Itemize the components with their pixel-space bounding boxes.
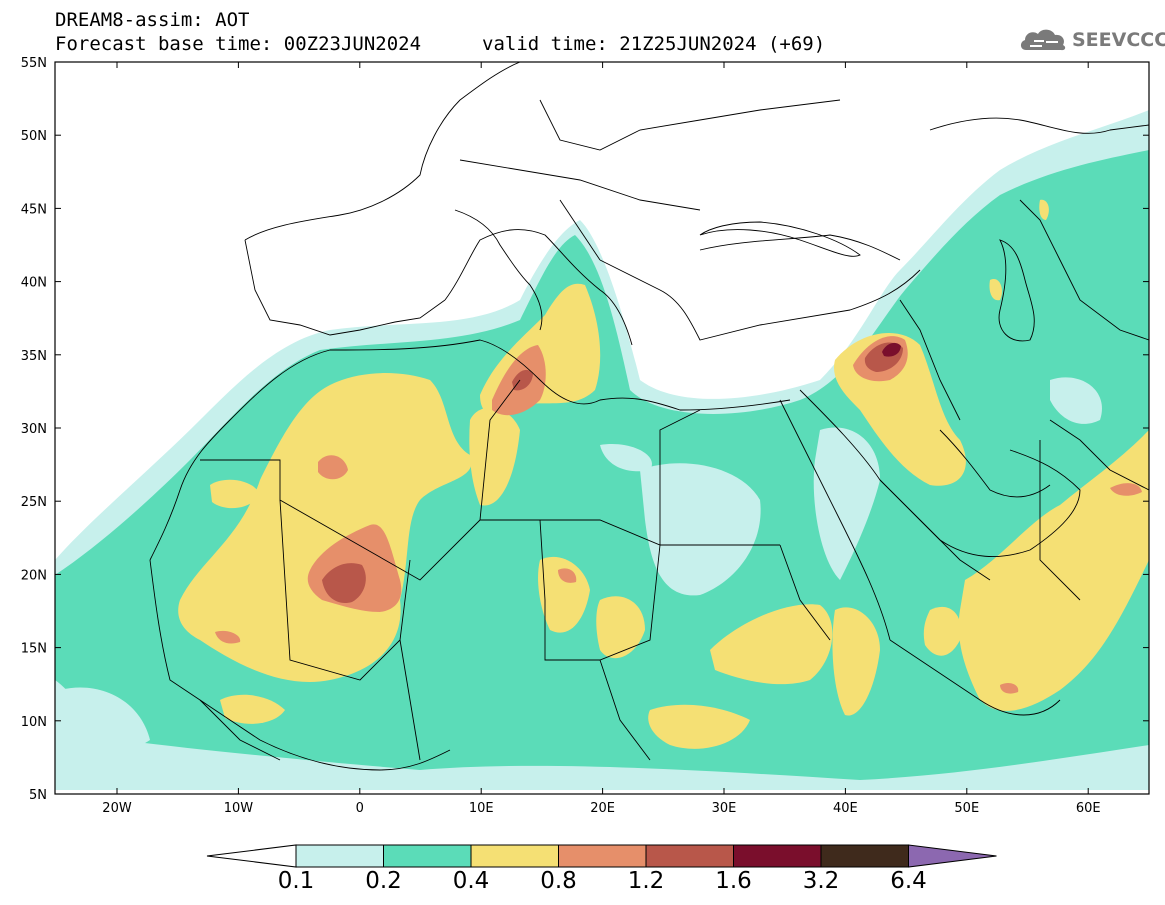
aot-band-0.4 bbox=[178, 373, 472, 682]
valid-time: valid time: 21Z25JUN2024 (+69) bbox=[482, 33, 826, 55]
lat-label: 40N bbox=[21, 276, 47, 291]
aot-field bbox=[55, 62, 1149, 794]
colorbar-label: 6.4 bbox=[890, 868, 927, 894]
forecast-base-time: Forecast base time: 00Z23JUN2024 bbox=[55, 33, 422, 55]
colorbar-box bbox=[645, 844, 734, 868]
colorbar-label: 1.6 bbox=[715, 868, 752, 894]
aot-band-0.4 bbox=[596, 596, 645, 659]
aot-patch-0.1 bbox=[640, 463, 761, 596]
lat-label: 45N bbox=[21, 202, 47, 217]
aot-band-0.4 bbox=[989, 279, 1002, 301]
aot-band-0.4 bbox=[1039, 199, 1049, 220]
aot-band-1.6 bbox=[882, 342, 901, 357]
aot-band-0.8 bbox=[215, 630, 241, 644]
lon-label: 10W bbox=[224, 801, 254, 816]
lat-label: 10N bbox=[21, 715, 47, 730]
aot-band-0.8 bbox=[318, 455, 348, 480]
logo-text: SEEVCCC bbox=[1072, 29, 1165, 51]
aot-band-0.4 bbox=[469, 407, 520, 506]
aot-patch-0.1 bbox=[60, 687, 150, 754]
aot-band-0.4 bbox=[832, 607, 880, 716]
lat-label: 15N bbox=[21, 642, 47, 657]
colorbar bbox=[206, 844, 997, 868]
colorbar-label: 0.2 bbox=[365, 868, 402, 894]
aot-patch-0.1 bbox=[1050, 377, 1102, 424]
lon-label: 30E bbox=[712, 801, 737, 816]
colorbar-label: 3.2 bbox=[802, 868, 840, 894]
colorbar-box bbox=[295, 844, 384, 868]
lon-label: 10E bbox=[469, 801, 494, 816]
aot-band-0.8 bbox=[558, 568, 577, 583]
lon-label: 40E bbox=[833, 801, 858, 816]
lat-label: 20N bbox=[21, 568, 47, 583]
latitude-axis: 55N 50N 45N 40N 35N 30N 25N 20N 15N 10N 5N bbox=[21, 56, 1149, 803]
aot-patch-0.1 bbox=[600, 444, 652, 472]
aot-band-0.8 bbox=[1110, 483, 1142, 496]
colorbar-label: 0.1 bbox=[277, 868, 315, 894]
lon-label: 20W bbox=[102, 801, 132, 816]
aot-band-0.4 bbox=[538, 556, 590, 633]
aot-band-0.4 bbox=[220, 694, 285, 724]
colorbar-box bbox=[470, 844, 559, 868]
lon-label: 60E bbox=[1076, 801, 1101, 816]
cloud-icon bbox=[1020, 29, 1066, 51]
aot-band-0.4 bbox=[648, 704, 750, 749]
colorbar-box bbox=[733, 844, 822, 868]
colorbar-label: 0.8 bbox=[540, 868, 577, 894]
colorbar-box bbox=[558, 844, 647, 868]
lon-label: 20E bbox=[590, 801, 615, 816]
lon-label: 0 bbox=[356, 801, 364, 816]
colorbar-arrow-right bbox=[908, 844, 997, 868]
colorbar-label: 1.2 bbox=[627, 868, 665, 894]
aot-patch-0.1 bbox=[813, 427, 880, 580]
lon-label: 50E bbox=[954, 801, 979, 816]
seevccc-logo: SEEVCCC bbox=[1018, 26, 1165, 54]
lat-label: 55N bbox=[21, 56, 47, 71]
lat-label: 5N bbox=[29, 788, 47, 803]
lat-label: 35N bbox=[21, 349, 47, 364]
colorbar-arrow-left bbox=[206, 844, 297, 868]
aot-band-1.2 bbox=[512, 369, 533, 391]
colorbar-box bbox=[383, 844, 472, 868]
aot-band-0.4 bbox=[958, 430, 1149, 711]
aot-band-0.8 bbox=[1000, 682, 1019, 694]
longitude-axis: 20W 10W 0 10E 20E 30E 40E 50E 60E bbox=[102, 62, 1101, 816]
map-title: DREAM8-assim: AOT bbox=[55, 9, 250, 31]
aot-band-0.4 bbox=[710, 604, 833, 685]
aot-band-1.2 bbox=[322, 563, 366, 604]
aot-band-0.4 bbox=[923, 606, 961, 656]
lat-label: 30N bbox=[21, 422, 47, 437]
lat-label: 50N bbox=[21, 129, 47, 144]
lat-label: 25N bbox=[21, 495, 47, 510]
colorbar-box bbox=[820, 844, 909, 868]
country-borders bbox=[149, 62, 1149, 771]
aot-band-0.4 bbox=[210, 479, 260, 509]
colorbar-label: 0.4 bbox=[452, 868, 490, 894]
